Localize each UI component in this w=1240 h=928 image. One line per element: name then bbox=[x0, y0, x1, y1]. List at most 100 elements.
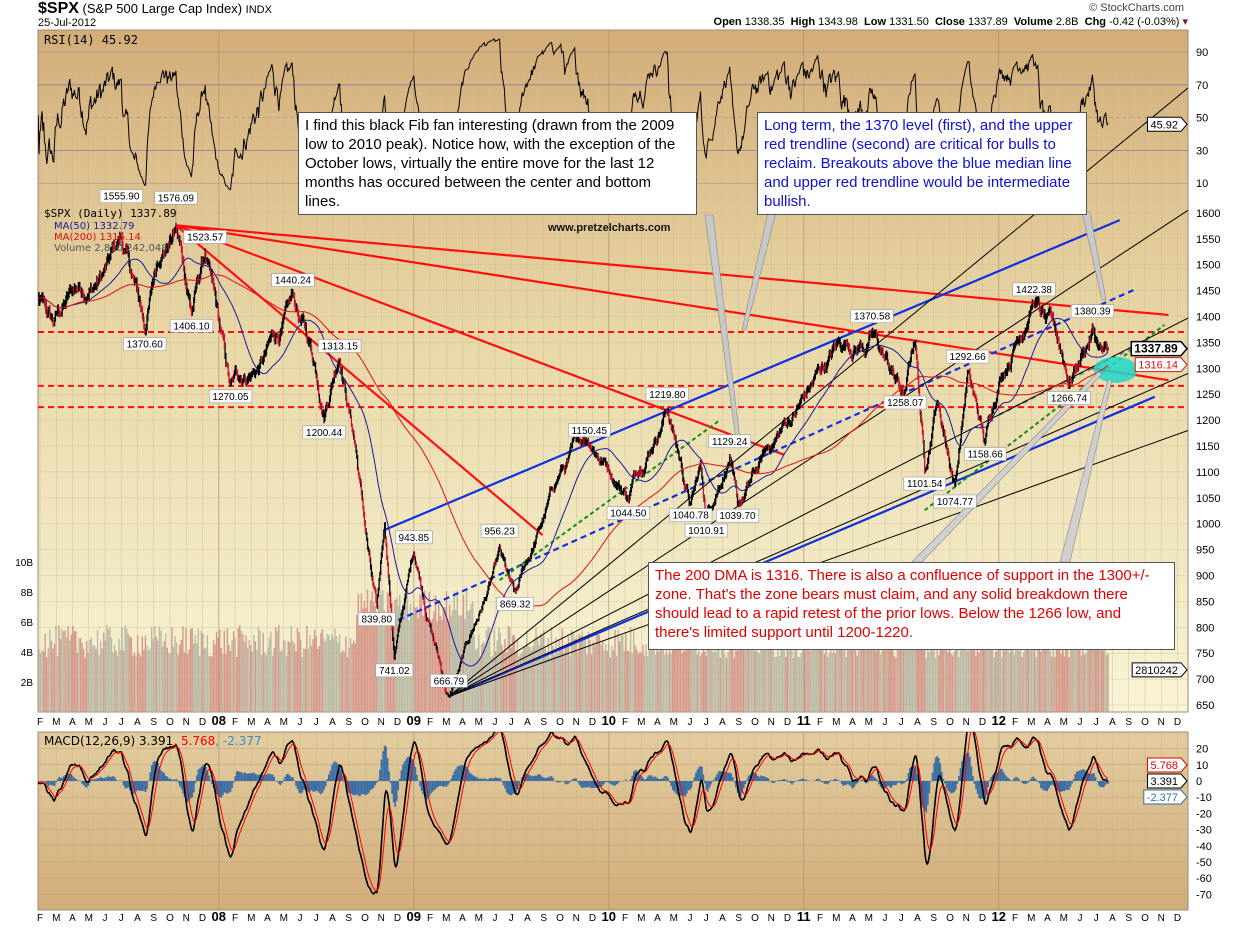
macd-histogram-bar bbox=[99, 776, 102, 781]
volume-bar bbox=[292, 640, 294, 712]
volume-bar bbox=[141, 636, 143, 712]
x-axis-label: A bbox=[849, 913, 856, 924]
volume-bar bbox=[879, 654, 882, 712]
volume-bar bbox=[250, 644, 252, 712]
macd-histogram-bar bbox=[81, 781, 83, 784]
macd-histogram-bar bbox=[713, 779, 715, 781]
macd-histogram-bar bbox=[223, 781, 226, 793]
x-axis-label: D bbox=[589, 717, 596, 728]
volume-axis-label: 10B bbox=[15, 558, 33, 569]
volume-bar bbox=[115, 650, 117, 712]
macd-histogram-bar bbox=[716, 773, 719, 781]
macd-histogram-bar bbox=[541, 776, 544, 781]
volume-bar bbox=[1093, 635, 1095, 712]
macd-histogram-bar bbox=[689, 781, 691, 791]
volume-bar bbox=[140, 656, 142, 712]
volume-bar bbox=[746, 637, 748, 712]
macd-histogram-bar bbox=[1004, 774, 1006, 781]
x-axis-label: J bbox=[103, 913, 108, 924]
volume-bar bbox=[645, 644, 647, 712]
volume-bar bbox=[1068, 657, 1070, 712]
macd-histogram-bar bbox=[231, 781, 233, 789]
macd-histogram-bar bbox=[629, 779, 632, 781]
volume-bar bbox=[499, 632, 502, 712]
volume-bar bbox=[34, 654, 35, 712]
volume-bar bbox=[767, 633, 770, 712]
volume-bar bbox=[1066, 635, 1069, 712]
macd-histogram-bar bbox=[727, 772, 729, 781]
macd-legend: MACD(12,26,9) 3.391, 5.768, -2.377 bbox=[44, 734, 262, 748]
macd-histogram-bar bbox=[1051, 781, 1053, 785]
volume-bar bbox=[98, 655, 100, 712]
x-axis-label: N bbox=[378, 913, 385, 924]
volume-bar bbox=[146, 645, 148, 712]
x-axis-label: J bbox=[883, 913, 888, 924]
macd-histogram-bar bbox=[833, 779, 835, 781]
macd-histogram-bar bbox=[86, 781, 88, 788]
volume-bar bbox=[659, 639, 661, 712]
macd-histogram-bar bbox=[357, 781, 360, 796]
macd-histogram-bar bbox=[1030, 777, 1033, 781]
macd-histogram-bar bbox=[191, 781, 194, 798]
macd-histogram-bar bbox=[499, 778, 502, 781]
volume-bar bbox=[307, 648, 310, 712]
volume-bar bbox=[218, 629, 221, 712]
volume-bar bbox=[127, 633, 129, 712]
volume-bar bbox=[58, 625, 60, 712]
macd-histogram-bar bbox=[175, 779, 178, 781]
macd-histogram-bar bbox=[217, 781, 220, 796]
volume-bar bbox=[604, 644, 607, 712]
macd-histogram-bar bbox=[109, 776, 111, 781]
volume-bar bbox=[160, 630, 162, 712]
price-label-box bbox=[946, 349, 990, 364]
macd-histogram-bar bbox=[182, 781, 184, 794]
volume-bar bbox=[702, 638, 705, 712]
x-axis-label: J bbox=[119, 913, 124, 924]
volume-bar bbox=[642, 644, 644, 712]
volume-bar bbox=[203, 648, 206, 712]
volume-bar bbox=[231, 640, 233, 712]
volume-bar bbox=[757, 651, 759, 712]
volume-bar bbox=[808, 644, 810, 712]
x-axis-label: J bbox=[314, 717, 319, 728]
volume-bar bbox=[657, 651, 660, 712]
volume-bar bbox=[684, 650, 686, 712]
volume-bar bbox=[885, 632, 888, 712]
volume-bar bbox=[805, 635, 807, 712]
volume-bar bbox=[217, 637, 219, 712]
macd-histogram-bar bbox=[1104, 781, 1106, 786]
volume-bar bbox=[331, 633, 333, 712]
macd-histogram-bar bbox=[199, 768, 201, 781]
volume-bar bbox=[538, 644, 540, 712]
volume-bar bbox=[966, 650, 968, 712]
volume-bar bbox=[829, 638, 832, 712]
macd-histogram-bar bbox=[898, 781, 900, 783]
x-axis-label: A bbox=[1109, 717, 1116, 728]
volume-bar bbox=[878, 636, 880, 712]
volume-bar bbox=[271, 655, 274, 712]
price-label-box bbox=[1047, 391, 1091, 405]
x-axis-label: A bbox=[264, 913, 271, 924]
price-label-box bbox=[715, 508, 760, 523]
macd-histogram-bar bbox=[590, 781, 593, 789]
macd-histogram-bar bbox=[383, 745, 386, 781]
x-axis-label: F bbox=[37, 913, 43, 924]
macd-line bbox=[38, 732, 1109, 895]
volume-bar bbox=[515, 650, 517, 712]
volume-bar bbox=[82, 649, 85, 712]
volume-bar bbox=[183, 652, 186, 712]
volume-bar bbox=[704, 651, 706, 712]
volume-bar bbox=[282, 640, 285, 712]
volume-bar bbox=[643, 655, 646, 712]
macd-histogram-bar bbox=[899, 781, 902, 784]
volume-bar bbox=[461, 614, 463, 712]
macd-histogram-bar bbox=[72, 776, 74, 781]
volume-bar bbox=[441, 619, 443, 712]
volume-bar bbox=[584, 638, 587, 712]
macd-histogram-bar bbox=[229, 781, 232, 792]
macd-histogram-bar bbox=[687, 781, 690, 791]
macd-histogram-bar bbox=[642, 778, 644, 781]
volume-bar bbox=[962, 626, 965, 712]
x-axis-label: A bbox=[329, 717, 336, 728]
volume-bar bbox=[629, 626, 632, 712]
